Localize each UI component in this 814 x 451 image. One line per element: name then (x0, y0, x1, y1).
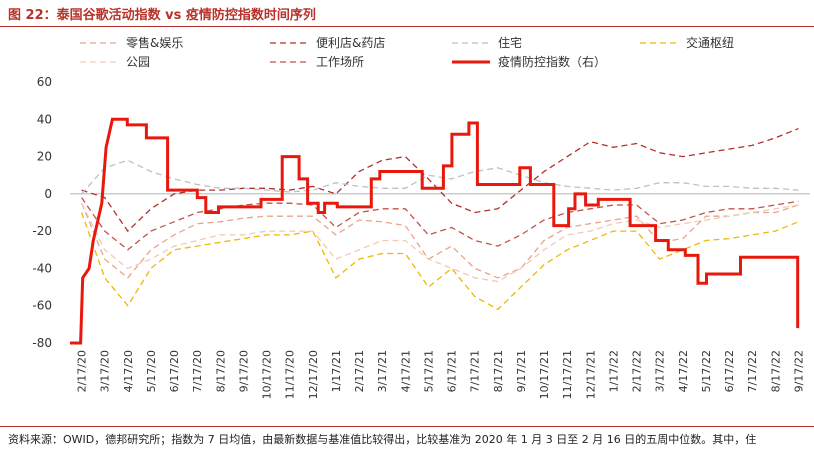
legend-label: 交通枢纽 (686, 35, 734, 50)
x-axis: 2/17/20 3/17/20 4/17/20 5/17/20 6/17/20 7/17/… (70, 193, 810, 399)
legend-label: 零售&娱乐 (126, 35, 183, 50)
x-tick-label: 3/17/22 (654, 350, 667, 392)
x-tick-label: 6/17/21 (446, 350, 459, 392)
x-tick-label: 10/17/20 (261, 350, 274, 399)
series-line-5 (81, 197, 799, 251)
x-tick-label: 9/17/22 (792, 350, 805, 392)
x-tick-label: 6/17/22 (723, 350, 736, 392)
x-tick-label: 9/17/20 (237, 350, 250, 392)
x-tick-label: 12/17/20 (307, 350, 320, 399)
series-line-1 (81, 127, 799, 233)
x-tick-label: 4/17/22 (677, 350, 690, 392)
legend-label: 住宅 (498, 35, 522, 50)
series-layer (70, 117, 800, 345)
x-tick-label: 8/17/20 (214, 350, 227, 392)
x-tick-label: 9/17/21 (515, 350, 528, 392)
policy-index-line (70, 117, 800, 345)
y-tick-label: -80 (32, 336, 52, 350)
x-tick-label: 11/17/20 (284, 350, 297, 399)
series-line-4 (81, 202, 799, 283)
x-tick-label: 5/17/20 (145, 350, 158, 392)
x-tick-label: 4/17/20 (122, 350, 135, 392)
x-tick-label: 8/17/22 (769, 350, 782, 392)
x-tick-label: 1/17/22 (607, 350, 620, 392)
x-tick-label: 2/17/22 (631, 350, 644, 392)
y-tick-label: 20 (37, 150, 52, 164)
series-line-0 (80, 202, 799, 279)
x-tick-label: 6/17/20 (168, 350, 181, 392)
series-line-2 (81, 159, 799, 195)
source-note: 资料来源：OWID，德邦研究所；指数为 7 日均值，由最新数据与基准值比较得出，… (8, 433, 757, 446)
chart-title: 图 22：泰国谷歌活动指数 vs 疫情防控指数时间序列 (8, 8, 316, 23)
x-tick-label: 10/17/21 (538, 350, 551, 399)
legend-label: 疫情防控指数（右） (498, 54, 606, 69)
x-tick-label: 4/17/21 (399, 350, 412, 392)
x-tick-label: 2/17/21 (353, 350, 366, 392)
x-tick-label: 3/17/21 (376, 350, 389, 392)
x-tick-label: 11/17/21 (561, 350, 574, 399)
x-tick-label: 1/17/21 (330, 350, 343, 392)
y-tick-label: 0 (44, 187, 52, 201)
x-tick-label: 7/17/22 (746, 350, 759, 392)
legend-label: 便利店&药店 (316, 36, 385, 50)
x-tick-label: 5/17/22 (700, 350, 713, 392)
x-tick-label: 5/17/21 (422, 350, 435, 392)
y-tick-label: -40 (32, 261, 52, 275)
title-divider (0, 26, 814, 27)
x-tick-label: 7/17/20 (191, 350, 204, 392)
y-tick-label: -20 (32, 224, 52, 238)
y-tick-label: 40 (37, 112, 52, 126)
legend-label: 工作场所 (316, 55, 364, 69)
legend-label: 公园 (126, 55, 150, 69)
y-tick-label: -60 (32, 299, 52, 313)
x-tick-label: 3/17/20 (99, 350, 112, 392)
x-tick-label: 12/17/21 (584, 350, 597, 399)
y-tick-label: 60 (37, 75, 52, 89)
x-tick-label: 2/17/20 (76, 350, 89, 392)
x-tick-label: 8/17/21 (492, 350, 505, 392)
series-line-3 (80, 212, 799, 311)
x-tick-label: 7/17/21 (469, 350, 482, 392)
footer-divider (0, 426, 814, 427)
y-axis: 60 40 20 0 -20 -40 -60 -80 (32, 75, 52, 350)
